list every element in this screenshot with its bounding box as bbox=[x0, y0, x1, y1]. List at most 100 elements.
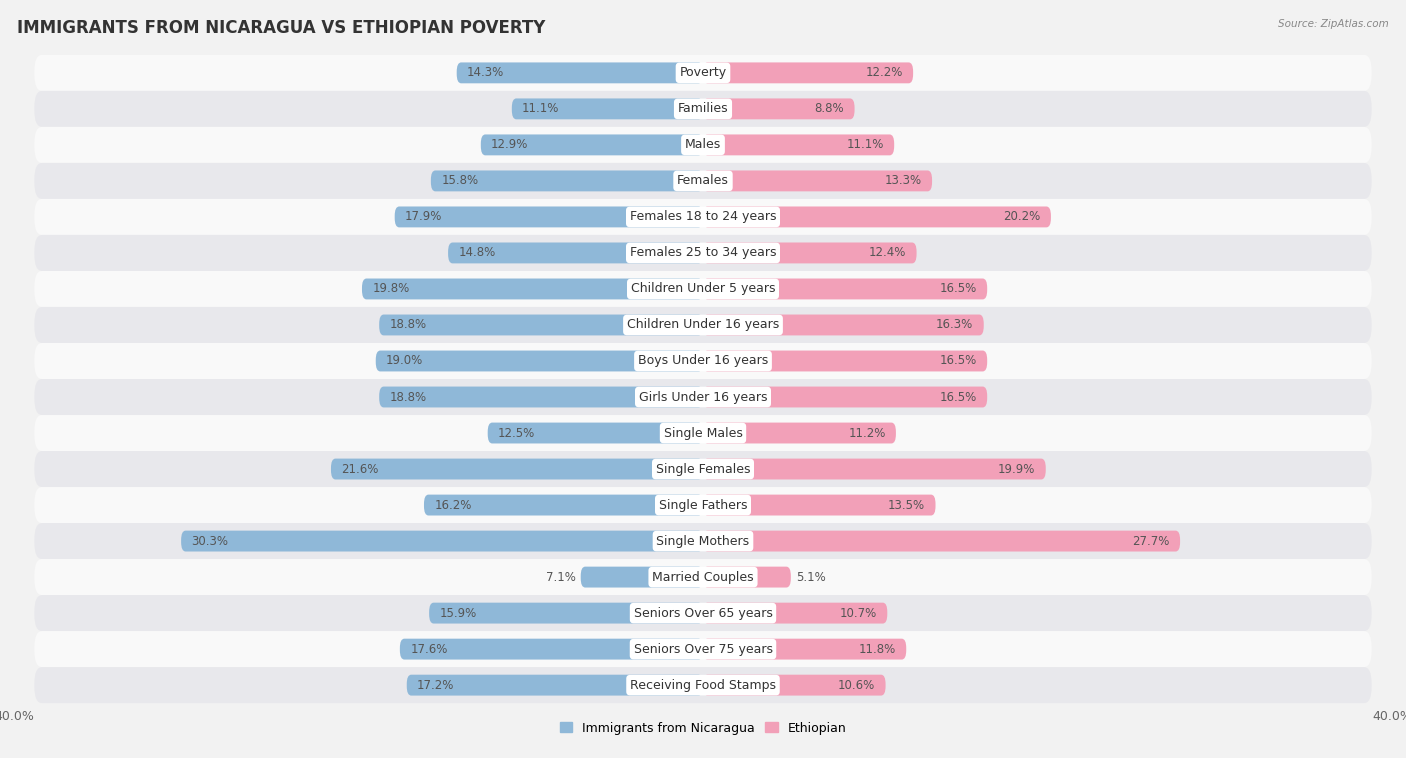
Text: 13.3%: 13.3% bbox=[884, 174, 922, 187]
FancyBboxPatch shape bbox=[34, 163, 1372, 199]
Text: Poverty: Poverty bbox=[679, 67, 727, 80]
Text: 20.2%: 20.2% bbox=[1004, 211, 1040, 224]
Text: 27.7%: 27.7% bbox=[1132, 534, 1170, 547]
Text: 19.0%: 19.0% bbox=[387, 355, 423, 368]
FancyBboxPatch shape bbox=[34, 307, 1372, 343]
FancyBboxPatch shape bbox=[703, 278, 987, 299]
FancyBboxPatch shape bbox=[703, 495, 935, 515]
Text: 19.8%: 19.8% bbox=[373, 283, 409, 296]
Text: Children Under 5 years: Children Under 5 years bbox=[631, 283, 775, 296]
Text: Children Under 16 years: Children Under 16 years bbox=[627, 318, 779, 331]
FancyBboxPatch shape bbox=[703, 459, 1046, 480]
Text: Seniors Over 75 years: Seniors Over 75 years bbox=[634, 643, 772, 656]
Text: 30.3%: 30.3% bbox=[191, 534, 228, 547]
Text: Boys Under 16 years: Boys Under 16 years bbox=[638, 355, 768, 368]
Text: 15.8%: 15.8% bbox=[441, 174, 478, 187]
Text: 19.9%: 19.9% bbox=[998, 462, 1035, 475]
FancyBboxPatch shape bbox=[34, 595, 1372, 631]
Text: 11.1%: 11.1% bbox=[846, 139, 884, 152]
Text: 15.9%: 15.9% bbox=[440, 606, 477, 619]
Text: 21.6%: 21.6% bbox=[342, 462, 378, 475]
Text: 8.8%: 8.8% bbox=[814, 102, 844, 115]
Text: 12.9%: 12.9% bbox=[491, 139, 529, 152]
FancyBboxPatch shape bbox=[429, 603, 703, 624]
Text: 12.4%: 12.4% bbox=[869, 246, 907, 259]
FancyBboxPatch shape bbox=[457, 62, 703, 83]
FancyBboxPatch shape bbox=[406, 675, 703, 696]
FancyBboxPatch shape bbox=[425, 495, 703, 515]
FancyBboxPatch shape bbox=[430, 171, 703, 191]
FancyBboxPatch shape bbox=[34, 487, 1372, 523]
Text: 17.6%: 17.6% bbox=[411, 643, 447, 656]
Text: 14.8%: 14.8% bbox=[458, 246, 496, 259]
FancyBboxPatch shape bbox=[34, 127, 1372, 163]
Text: 17.2%: 17.2% bbox=[418, 678, 454, 691]
FancyBboxPatch shape bbox=[34, 667, 1372, 703]
Text: Married Couples: Married Couples bbox=[652, 571, 754, 584]
FancyBboxPatch shape bbox=[380, 315, 703, 336]
Legend: Immigrants from Nicaragua, Ethiopian: Immigrants from Nicaragua, Ethiopian bbox=[560, 722, 846, 735]
Text: Single Females: Single Females bbox=[655, 462, 751, 475]
Text: Single Fathers: Single Fathers bbox=[659, 499, 747, 512]
FancyBboxPatch shape bbox=[703, 134, 894, 155]
FancyBboxPatch shape bbox=[581, 567, 703, 587]
Text: Source: ZipAtlas.com: Source: ZipAtlas.com bbox=[1278, 19, 1389, 29]
Text: 13.5%: 13.5% bbox=[889, 499, 925, 512]
Text: 7.1%: 7.1% bbox=[546, 571, 575, 584]
FancyBboxPatch shape bbox=[449, 243, 703, 263]
FancyBboxPatch shape bbox=[703, 603, 887, 624]
Text: IMMIGRANTS FROM NICARAGUA VS ETHIOPIAN POVERTY: IMMIGRANTS FROM NICARAGUA VS ETHIOPIAN P… bbox=[17, 19, 546, 37]
Text: 16.3%: 16.3% bbox=[936, 318, 973, 331]
Text: Males: Males bbox=[685, 139, 721, 152]
FancyBboxPatch shape bbox=[380, 387, 703, 408]
FancyBboxPatch shape bbox=[703, 567, 790, 587]
FancyBboxPatch shape bbox=[703, 315, 984, 336]
FancyBboxPatch shape bbox=[481, 134, 703, 155]
FancyBboxPatch shape bbox=[34, 379, 1372, 415]
Text: 12.2%: 12.2% bbox=[866, 67, 903, 80]
FancyBboxPatch shape bbox=[703, 243, 917, 263]
FancyBboxPatch shape bbox=[34, 631, 1372, 667]
FancyBboxPatch shape bbox=[361, 278, 703, 299]
FancyBboxPatch shape bbox=[703, 639, 907, 659]
FancyBboxPatch shape bbox=[181, 531, 703, 552]
FancyBboxPatch shape bbox=[512, 99, 703, 119]
Text: 11.8%: 11.8% bbox=[859, 643, 896, 656]
Text: 16.2%: 16.2% bbox=[434, 499, 471, 512]
FancyBboxPatch shape bbox=[703, 531, 1180, 552]
FancyBboxPatch shape bbox=[399, 639, 703, 659]
FancyBboxPatch shape bbox=[34, 343, 1372, 379]
Text: Females: Females bbox=[678, 174, 728, 187]
Text: 16.5%: 16.5% bbox=[939, 390, 977, 403]
Text: 14.3%: 14.3% bbox=[467, 67, 505, 80]
Text: 18.8%: 18.8% bbox=[389, 318, 426, 331]
Text: 17.9%: 17.9% bbox=[405, 211, 443, 224]
FancyBboxPatch shape bbox=[34, 523, 1372, 559]
FancyBboxPatch shape bbox=[703, 387, 987, 408]
FancyBboxPatch shape bbox=[703, 422, 896, 443]
Text: 5.1%: 5.1% bbox=[796, 571, 825, 584]
FancyBboxPatch shape bbox=[34, 559, 1372, 595]
FancyBboxPatch shape bbox=[34, 55, 1372, 91]
Text: 18.8%: 18.8% bbox=[389, 390, 426, 403]
FancyBboxPatch shape bbox=[703, 171, 932, 191]
Text: 10.6%: 10.6% bbox=[838, 678, 875, 691]
FancyBboxPatch shape bbox=[34, 235, 1372, 271]
FancyBboxPatch shape bbox=[488, 422, 703, 443]
Text: Receiving Food Stamps: Receiving Food Stamps bbox=[630, 678, 776, 691]
FancyBboxPatch shape bbox=[34, 415, 1372, 451]
FancyBboxPatch shape bbox=[703, 675, 886, 696]
FancyBboxPatch shape bbox=[703, 99, 855, 119]
Text: Females 25 to 34 years: Females 25 to 34 years bbox=[630, 246, 776, 259]
Text: Single Males: Single Males bbox=[664, 427, 742, 440]
Text: 11.1%: 11.1% bbox=[522, 102, 560, 115]
Text: Females 18 to 24 years: Females 18 to 24 years bbox=[630, 211, 776, 224]
FancyBboxPatch shape bbox=[34, 199, 1372, 235]
Text: 11.2%: 11.2% bbox=[848, 427, 886, 440]
FancyBboxPatch shape bbox=[703, 206, 1050, 227]
FancyBboxPatch shape bbox=[34, 451, 1372, 487]
FancyBboxPatch shape bbox=[703, 350, 987, 371]
FancyBboxPatch shape bbox=[34, 271, 1372, 307]
Text: 16.5%: 16.5% bbox=[939, 283, 977, 296]
Text: 10.7%: 10.7% bbox=[839, 606, 877, 619]
